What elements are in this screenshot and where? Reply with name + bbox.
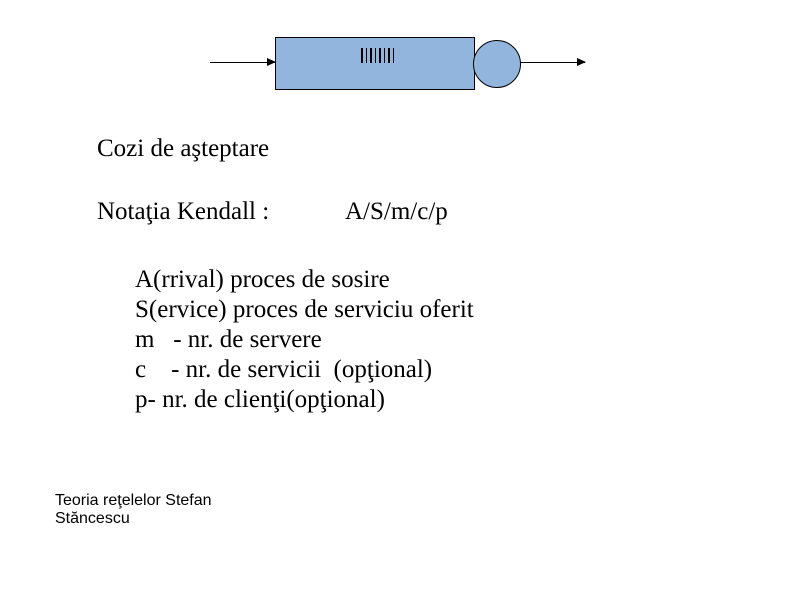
notation-label: Notaţia Kendall : [97, 198, 269, 226]
queue-marks [361, 48, 394, 63]
definition-line: m - nr. de servere [135, 325, 474, 355]
arrow-in-icon [210, 62, 275, 63]
server-circle [473, 40, 521, 88]
arrow-out-icon [520, 62, 585, 63]
definition-line: p- nr. de clienţi(opţional) [135, 385, 474, 415]
queue-diagram [180, 30, 620, 100]
footer-line: Teoria reţelelor Stefan [55, 492, 212, 510]
footer-line: Stăncescu [55, 510, 212, 528]
definition-line: A(rrival) proces de sosire [135, 265, 474, 295]
queue-box [275, 37, 475, 90]
definitions-block: A(rrival) proces de sosire S(ervice) pro… [135, 265, 474, 415]
footer: Teoria reţelelor Stefan Stăncescu [55, 492, 212, 529]
title: Cozi de aşteptare [97, 135, 269, 163]
definition-line: c - nr. de servicii (opţional) [135, 355, 474, 385]
definition-line: S(ervice) proces de serviciu oferit [135, 295, 474, 325]
notation-formula: A/S/m/c/p [345, 198, 448, 226]
